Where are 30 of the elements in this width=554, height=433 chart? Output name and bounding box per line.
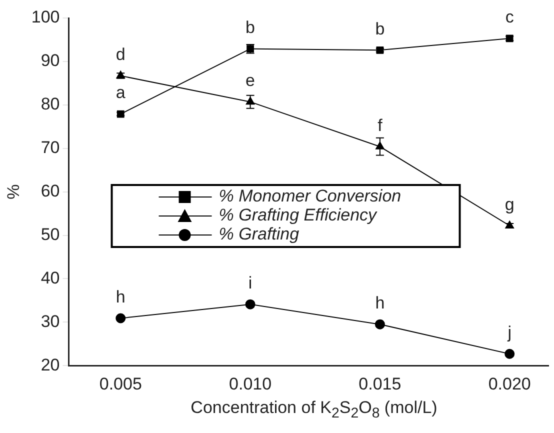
y-tick-label: 60 xyxy=(40,181,60,200)
annotation: e xyxy=(246,71,256,90)
y-axis-title: % xyxy=(4,184,23,200)
legend-label: % Grafting xyxy=(218,224,300,244)
legend-label: % Grafting Efficiency xyxy=(218,206,378,225)
annotation: a xyxy=(116,83,126,102)
annotation: d xyxy=(116,44,126,64)
annotation: f xyxy=(378,116,383,135)
y-tick-label: 90 xyxy=(40,51,60,70)
annotation: b xyxy=(246,18,256,38)
legend-label: % Monomer Conversion xyxy=(218,186,402,206)
x-tick-label: 0.010 xyxy=(229,374,272,394)
y-tick-label: 20 xyxy=(40,355,60,374)
annotation: c xyxy=(505,8,514,27)
y-tick-label: 40 xyxy=(40,268,60,288)
annotation: h xyxy=(116,287,126,306)
y-tick-label: 80 xyxy=(40,94,60,114)
x-axis-title: Concentration of K$_{2}$S$_{2}$O$_{8}$ (mol/L) xyxy=(190,398,438,422)
annotation: b xyxy=(375,19,385,38)
annotation: h xyxy=(375,294,385,313)
annotation: i xyxy=(248,274,252,293)
annotation: j xyxy=(506,323,512,342)
x-tick-label: 0.015 xyxy=(358,374,402,394)
y-tick-label: 50 xyxy=(40,224,60,244)
y-tick-label: 100 xyxy=(31,8,60,27)
x-tick-label: 0.020 xyxy=(488,374,531,394)
x-tick-label: 0.005 xyxy=(99,374,142,394)
y-tick-label: 30 xyxy=(40,312,60,331)
annotation: g xyxy=(504,194,514,214)
y-tick-label: 70 xyxy=(40,138,60,158)
